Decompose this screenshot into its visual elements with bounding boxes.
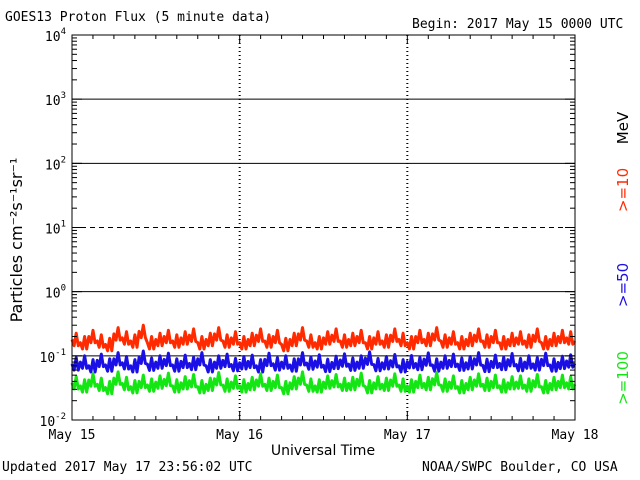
- x-axis-label: Universal Time: [271, 443, 375, 459]
- frame-layer: [71, 34, 576, 421]
- updated-time: Updated 2017 May 17 23:56:02 UTC: [2, 460, 253, 475]
- y-tick-label-2: 100: [45, 284, 66, 302]
- y-tick-label-5: 103: [45, 91, 66, 109]
- x-tick-label-0: May 15: [49, 428, 96, 443]
- y-tick-label-0: 10-2: [40, 412, 67, 430]
- series-line-2: [70, 370, 577, 396]
- plot-title: GOES13 Proton Flux (5 minute data): [5, 10, 272, 25]
- series-line-1: [70, 349, 577, 374]
- y-tick-labels: 10-2 10-1 100 101 102 103 104: [40, 27, 67, 430]
- y-tick-label-4: 102: [45, 155, 66, 173]
- y-tick-label-6: 104: [45, 27, 66, 45]
- x-tick-label-2: May 17: [384, 428, 431, 443]
- y-axis-label: Particles cm⁻²s⁻¹sr⁻¹: [7, 158, 26, 323]
- series-layer: [70, 323, 577, 396]
- y-tick-label-3: 101: [45, 220, 66, 238]
- series-line-0: [70, 323, 577, 353]
- legend-label-2: >=100: [614, 351, 632, 405]
- legend-label-1: >=50: [614, 263, 632, 307]
- x-tick-labels: May 15 May 16 May 17 May 18: [49, 428, 599, 443]
- energy-legend: >=10 >=50 >=100: [614, 168, 632, 405]
- plot-area: [72, 35, 575, 420]
- energy-unit-label: MeV: [614, 111, 632, 144]
- x-tick-label-1: May 16: [216, 428, 263, 443]
- credit: NOAA/SWPC Boulder, CO USA: [422, 460, 618, 475]
- legend-label-0: >=10: [614, 168, 632, 212]
- begin-time: Begin: 2017 May 15 0000 UTC: [412, 17, 624, 32]
- x-tick-label-3: May 18: [552, 428, 599, 443]
- y-tick-label-1: 10-1: [40, 348, 67, 366]
